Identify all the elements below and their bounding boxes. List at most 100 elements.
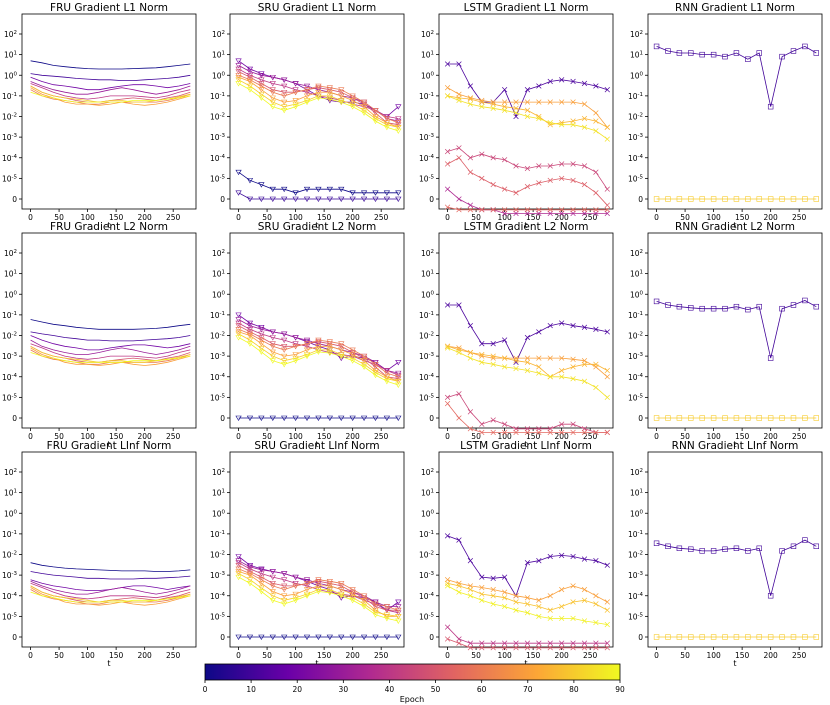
data-point bbox=[246, 577, 254, 583]
panel-fru-gradient-l2-norm: FRU Gradient L2 Norm010-510-410-310-210-… bbox=[2, 221, 197, 449]
panel-sru-gradient-linf-norm: SRU Gradient LInf Norm010-510-410-310-21… bbox=[210, 440, 405, 668]
y-tick-base: 10 bbox=[212, 51, 222, 60]
data-point bbox=[501, 87, 508, 93]
y-tick-exponent: -4 bbox=[220, 154, 226, 160]
data-point bbox=[501, 355, 508, 361]
y-tick-label: 101 bbox=[4, 489, 17, 498]
x-tick-label: 100 bbox=[288, 432, 303, 441]
y-tick-base: 10 bbox=[2, 311, 12, 320]
y-tick-base: 10 bbox=[2, 352, 12, 361]
data-point bbox=[395, 116, 402, 122]
x-tick-label: 100 bbox=[706, 651, 721, 660]
y-tick-exponent: -4 bbox=[220, 373, 226, 379]
x-axis-label: t bbox=[315, 221, 318, 230]
y-tick-base: 10 bbox=[4, 489, 14, 498]
data-point bbox=[349, 587, 356, 593]
data-point bbox=[524, 334, 531, 341]
panel-fru-gradient-linf-norm: FRU Gradient LInf Norm010-510-410-310-21… bbox=[2, 440, 197, 668]
y-tick-label: 10-4 bbox=[2, 592, 18, 601]
data-point bbox=[338, 587, 345, 593]
data-point bbox=[303, 186, 311, 193]
y-tick-exponent: -4 bbox=[638, 154, 644, 160]
y-tick-base: 10 bbox=[2, 154, 12, 163]
data-point bbox=[326, 93, 333, 99]
colorbar-ticks: 0 10 20 30 40 50 60 70 80 90 bbox=[203, 680, 625, 694]
y-tick-base: 10 bbox=[4, 468, 14, 477]
series-line-epoch-90 bbox=[30, 591, 191, 603]
data-point bbox=[479, 175, 485, 182]
data-point bbox=[604, 124, 610, 130]
panel-lstm-gradient-l2-norm: LSTM Gradient L2 Norm010-510-410-310-210… bbox=[419, 221, 614, 449]
data-point bbox=[593, 558, 599, 564]
y-tick-label: 0 bbox=[12, 195, 17, 204]
data-point bbox=[303, 587, 311, 593]
data-point bbox=[524, 610, 531, 616]
data-point bbox=[513, 645, 519, 651]
data-point bbox=[570, 161, 576, 167]
data-point bbox=[593, 83, 599, 89]
data-point bbox=[444, 636, 451, 642]
y-tick-label: 10-4 bbox=[628, 373, 644, 382]
data-point bbox=[246, 79, 254, 85]
data-point bbox=[444, 148, 451, 155]
y-tick-label: 101 bbox=[212, 51, 225, 60]
y-tick-exponent: -4 bbox=[638, 592, 644, 598]
series-line-epoch-85 bbox=[447, 347, 608, 398]
data-point bbox=[479, 151, 485, 157]
data-point bbox=[281, 337, 288, 344]
data-point bbox=[722, 546, 728, 552]
data-point bbox=[281, 331, 288, 337]
y-tick-base: 10 bbox=[628, 352, 638, 361]
data-point bbox=[524, 640, 531, 646]
data-point bbox=[246, 69, 254, 75]
x-tick-label: 0 bbox=[445, 432, 450, 441]
y-tick-label: 10-4 bbox=[210, 373, 226, 382]
data-point bbox=[604, 186, 610, 192]
data-point bbox=[722, 415, 728, 421]
y-tick-label: 102 bbox=[421, 30, 434, 39]
data-point bbox=[547, 207, 553, 213]
series-line-epoch-0 bbox=[30, 60, 191, 70]
y-tick-base: 10 bbox=[4, 290, 14, 299]
y-tick-base: 10 bbox=[628, 311, 638, 320]
data-point bbox=[581, 618, 588, 624]
y-tick-exponent: 2 bbox=[431, 249, 435, 255]
y-tick-exponent: -1 bbox=[12, 92, 17, 98]
data-point bbox=[490, 155, 496, 161]
y-tick-label: 10-1 bbox=[2, 311, 17, 320]
data-point bbox=[559, 640, 565, 646]
y-tick-exponent: -5 bbox=[638, 174, 644, 180]
panel-title: SRU Gradient L2 Norm bbox=[258, 221, 377, 233]
y-tick-label: 100 bbox=[421, 290, 435, 299]
data-point bbox=[303, 83, 311, 90]
data-point bbox=[258, 566, 265, 572]
y-tick-label: 10-1 bbox=[210, 311, 225, 320]
x-tick-label: 50 bbox=[262, 651, 272, 660]
y-tick-exponent: 1 bbox=[14, 489, 18, 495]
y-tick-label: 102 bbox=[4, 30, 17, 39]
data-point bbox=[269, 589, 276, 595]
data-point bbox=[524, 595, 531, 601]
y-tick-label: 0 bbox=[220, 633, 225, 642]
data-point bbox=[710, 305, 717, 312]
y-tick-label: 100 bbox=[212, 290, 226, 299]
colorbar: 0 10 20 30 40 50 60 70 80 90 Epoch bbox=[203, 663, 625, 704]
data-point bbox=[246, 634, 254, 640]
data-point bbox=[559, 586, 565, 593]
y-tick-label: 102 bbox=[4, 249, 17, 258]
colorbar-bar bbox=[204, 663, 621, 681]
data-point bbox=[676, 545, 683, 551]
data-point bbox=[501, 107, 508, 113]
x-tick-label: 200 bbox=[554, 651, 569, 660]
data-point bbox=[767, 415, 774, 421]
data-point bbox=[581, 163, 588, 169]
y-tick-label: 10-4 bbox=[419, 154, 435, 163]
data-point bbox=[581, 324, 588, 330]
data-point bbox=[756, 415, 762, 421]
data-point bbox=[501, 157, 508, 163]
panel-title: SRU Gradient L1 Norm bbox=[258, 2, 377, 14]
data-point bbox=[444, 533, 451, 539]
data-point bbox=[688, 546, 694, 552]
y-tick-base: 10 bbox=[419, 612, 429, 621]
data-point bbox=[559, 603, 565, 610]
